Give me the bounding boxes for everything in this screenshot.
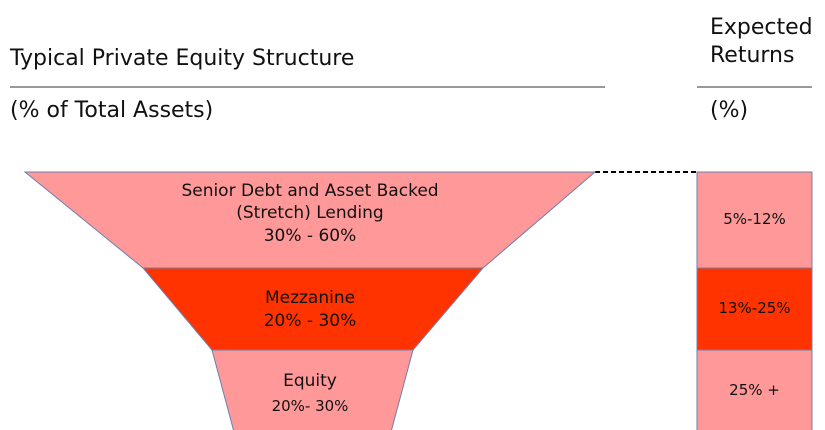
tier-name: Senior Debt and Asset Backed (Stretch) L… (181, 181, 439, 223)
tier-name: Equity (283, 371, 337, 391)
tier-name: Mezzanine (264, 288, 356, 308)
returns-title: Expected Returns (710, 15, 813, 68)
tier-returns: 25% + (729, 381, 780, 399)
subtitle: (% of Total Assets) (10, 98, 214, 123)
tier-share: 30% - 60% (263, 226, 357, 246)
tier-returns: 5%-12% (723, 210, 786, 228)
returns-mezzanine (696, 267, 813, 351)
returns-subtitle: (%) (710, 98, 749, 123)
tier-returns: 13%-25% (718, 299, 791, 317)
title: Typical Private Equity Structure (10, 46, 355, 71)
tier-equity (211, 349, 414, 430)
tier-mezzanine (141, 267, 485, 351)
tier-share: 20%- 30% (271, 397, 349, 415)
returns-equity (696, 349, 813, 430)
returns-senior (696, 171, 813, 269)
tier-share: 20% - 30% (263, 311, 357, 331)
